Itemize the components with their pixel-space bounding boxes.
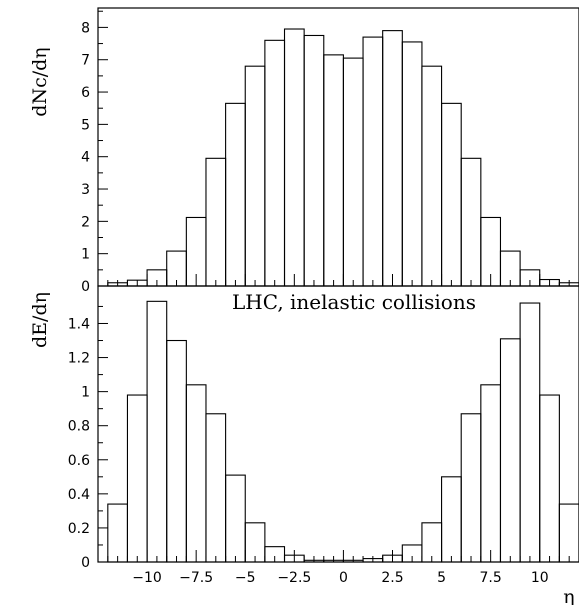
lower-y-tick-label: 1.4 — [68, 316, 90, 332]
upper-y-axis-label: dNc/dη — [29, 47, 51, 116]
upper-bar — [225, 102, 246, 287]
upper-bar — [283, 28, 305, 287]
lower-bar — [126, 394, 148, 563]
x-tick-label: −2.5 — [277, 570, 311, 586]
lower-bar — [460, 413, 482, 563]
x-axis-label: η — [563, 586, 574, 605]
upper-bar — [362, 36, 384, 287]
upper-bar — [460, 157, 482, 287]
upper-y-tick-label: 4 — [81, 150, 90, 166]
upper-y-tick-label: 0 — [81, 279, 90, 295]
lower-y-tick-label: 0.4 — [68, 487, 90, 503]
x-tick-label: 2.5 — [381, 570, 403, 586]
x-tick-label: 5 — [437, 570, 446, 586]
lower-y-axis-label: dE/dη — [29, 292, 51, 348]
x-tick-label: 7.5 — [480, 570, 502, 586]
upper-bar — [264, 39, 286, 287]
lower-frame — [97, 285, 579, 563]
upper-bar — [401, 41, 423, 287]
lower-y-tick-label: 1.2 — [68, 351, 90, 367]
x-tick-label: −5 — [235, 570, 256, 586]
upper-bar — [382, 30, 403, 287]
upper-bar — [342, 57, 364, 287]
lower-bar — [185, 384, 207, 563]
lower-bar — [225, 474, 246, 563]
upper-frame — [97, 7, 579, 287]
upper-y-tick-label: 6 — [81, 85, 90, 101]
lower-bar — [107, 503, 128, 563]
upper-y-tick-label: 2 — [81, 214, 90, 230]
upper-y-tick-label: 5 — [81, 117, 90, 133]
upper-y-tick-label: 1 — [81, 247, 90, 263]
lower-bar — [441, 476, 462, 563]
lower-bar — [146, 300, 168, 563]
upper-bar — [244, 65, 266, 287]
x-tick-label: −10 — [132, 570, 162, 586]
lower-bar — [205, 413, 227, 563]
upper-bar — [441, 102, 462, 287]
upper-panel-dNc: 0 1 2 3 4 5 6 7 8 — [81, 7, 579, 295]
upper-y-tick-label: 3 — [81, 182, 90, 198]
upper-y-tick-label: 8 — [81, 20, 90, 36]
upper-bar — [205, 157, 227, 287]
upper-bar — [303, 34, 325, 287]
lower-y-tick-label: 0.8 — [68, 419, 90, 435]
lower-bar — [539, 394, 560, 563]
upper-bar — [421, 65, 443, 287]
lower-bar — [519, 302, 541, 563]
lower-y-tick-label: 0.6 — [68, 453, 90, 469]
x-tick-label: 0 — [339, 570, 348, 586]
upper-bar — [323, 54, 344, 287]
lower-bar — [480, 384, 502, 563]
x-tick-label: −7.5 — [179, 570, 213, 586]
upper-y-tick-label: 7 — [81, 53, 90, 69]
lower-panel-dE: 0 0.2 0.4 0.6 0.8 1 1.2 1.4 −10 −7.5 −5 −2.5 0 2.5 5 7.… — [68, 285, 579, 586]
lower-bar — [499, 338, 521, 563]
lower-bar — [558, 503, 579, 563]
lower-y-tick-label: 1 — [81, 385, 90, 401]
lower-y-tick-label: 0 — [81, 555, 90, 571]
chart-annotation: LHC, inelastic collisions — [232, 290, 476, 314]
lower-bar — [166, 339, 187, 563]
x-tick-label: 10 — [531, 570, 549, 586]
lower-y-tick-label: 0.2 — [68, 521, 90, 537]
